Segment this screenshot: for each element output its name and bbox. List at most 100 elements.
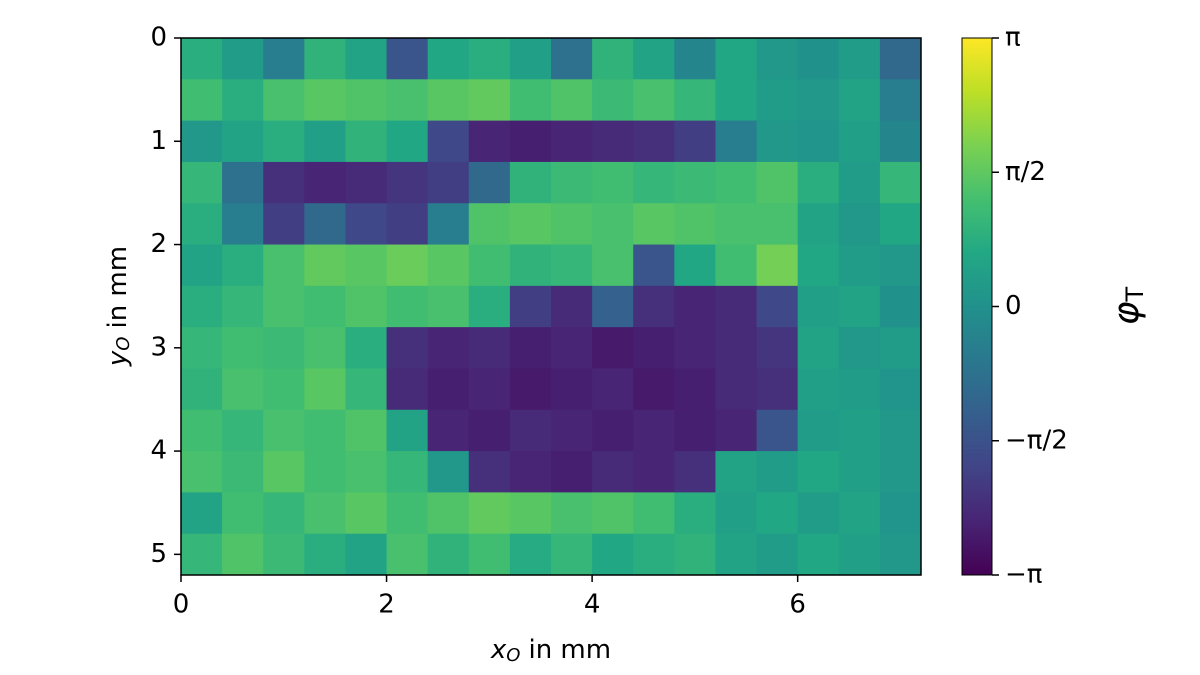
heatmap-cell xyxy=(674,451,716,493)
heatmap-cell xyxy=(263,285,305,328)
heatmap-cell xyxy=(386,203,429,246)
heatmap-cell xyxy=(756,38,799,80)
heatmap-cell xyxy=(181,120,223,163)
heatmap-cell xyxy=(427,368,470,411)
heatmap-cell xyxy=(304,409,346,452)
heatmap-cell xyxy=(592,533,634,576)
heatmap-cell xyxy=(222,368,264,411)
heatmap-cell xyxy=(756,492,799,535)
heatmap-cell xyxy=(715,79,758,122)
heatmap-cell xyxy=(509,533,552,576)
heatmap-cell xyxy=(838,285,881,328)
heatmap-cell xyxy=(592,79,634,122)
heatmap-cell xyxy=(304,79,346,122)
heatmap-cell xyxy=(756,79,799,122)
heatmap-cell xyxy=(879,533,922,576)
heatmap-cell xyxy=(468,533,511,576)
heatmap-cell xyxy=(304,451,346,493)
heatmap-cell xyxy=(222,161,264,204)
heatmap-cell xyxy=(427,161,470,204)
heatmap-cell xyxy=(345,492,388,535)
heatmap-cell xyxy=(797,533,840,576)
y-label-text: in mm xyxy=(103,246,133,329)
heatmap-cell xyxy=(304,368,346,411)
heatmap-cell xyxy=(345,161,388,204)
heatmap-cell xyxy=(879,203,922,246)
colorbar-tick-label: 0 xyxy=(1005,291,1022,321)
cbar-label-subscript: T xyxy=(1121,286,1149,302)
heatmap-cell xyxy=(838,203,881,246)
heatmap-cell xyxy=(263,38,305,80)
heatmap-cell xyxy=(797,79,840,122)
heatmap-cell xyxy=(468,120,511,163)
heatmap-cell xyxy=(304,533,346,576)
heatmap-cell xyxy=(181,492,223,535)
heatmap-cell xyxy=(509,120,552,163)
heatmap-cell xyxy=(674,79,716,122)
heatmap-cell xyxy=(879,285,922,328)
heatmap-cell xyxy=(386,327,429,369)
heatmap-cell xyxy=(838,368,881,411)
heatmap-cell xyxy=(838,451,881,493)
heatmap-cell xyxy=(509,285,552,328)
heatmap-cell xyxy=(386,120,429,163)
heatmap-cell xyxy=(674,533,716,576)
heatmap-cell xyxy=(263,451,305,493)
colorbar xyxy=(961,37,993,576)
heatmap-cell xyxy=(756,203,799,246)
heatmap-cell xyxy=(592,492,634,535)
heatmap-cell xyxy=(592,285,634,328)
heatmap-cell xyxy=(633,285,675,328)
heatmap-cell xyxy=(633,327,675,369)
heatmap-cell xyxy=(304,38,346,80)
heatmap-cell xyxy=(633,244,675,287)
heatmap-cell xyxy=(879,327,922,369)
heatmap-cell xyxy=(386,492,429,535)
heatmap-cell xyxy=(838,492,881,535)
heatmap-cell xyxy=(633,451,675,493)
heatmap-cell xyxy=(879,38,922,80)
heatmap-cell xyxy=(838,533,881,576)
heatmap-cell xyxy=(222,285,264,328)
heatmap-cell xyxy=(838,79,881,122)
heatmap-cell xyxy=(715,327,758,369)
heatmap-cell xyxy=(551,244,593,287)
heatmap-cell xyxy=(509,203,552,246)
heatmap-cell xyxy=(756,451,799,493)
heatmap-cell xyxy=(468,327,511,369)
heatmap-cell xyxy=(551,120,593,163)
plot-frame xyxy=(180,37,922,576)
heatmap-cell xyxy=(263,533,305,576)
y-tick-label: 2 xyxy=(150,229,167,259)
heatmap-cell xyxy=(263,79,305,122)
heatmap-cell xyxy=(633,492,675,535)
heatmap-cell xyxy=(263,120,305,163)
heatmap-cell xyxy=(345,327,388,369)
heatmap-cell xyxy=(427,120,470,163)
x-tick-label: 6 xyxy=(789,590,806,620)
y-tick-label: 4 xyxy=(150,436,167,466)
colorbar-label: φT xyxy=(1106,286,1149,325)
heatmap-cell xyxy=(386,38,429,80)
heatmap-cell xyxy=(879,79,922,122)
heatmap-cell xyxy=(674,120,716,163)
heatmap-cell xyxy=(756,120,799,163)
heatmap-cell xyxy=(756,161,799,204)
heatmap-cell xyxy=(592,244,634,287)
heatmap-cell xyxy=(222,38,264,80)
heatmap-cell xyxy=(468,79,511,122)
heatmap-cell xyxy=(222,533,264,576)
heatmap-cell xyxy=(879,492,922,535)
heatmap-cell xyxy=(263,492,305,535)
heatmap-cell xyxy=(592,327,634,369)
heatmap-cell xyxy=(592,120,634,163)
heatmap-cell xyxy=(345,533,388,576)
heatmap-cell xyxy=(181,161,223,204)
heatmap-cell xyxy=(263,368,305,411)
heatmap-cell xyxy=(674,161,716,204)
heatmap-cell xyxy=(838,409,881,452)
heatmap-cell xyxy=(222,120,264,163)
heatmap-cell xyxy=(468,451,511,493)
x-label-symbol: x xyxy=(490,635,507,665)
heatmap-cell xyxy=(345,244,388,287)
